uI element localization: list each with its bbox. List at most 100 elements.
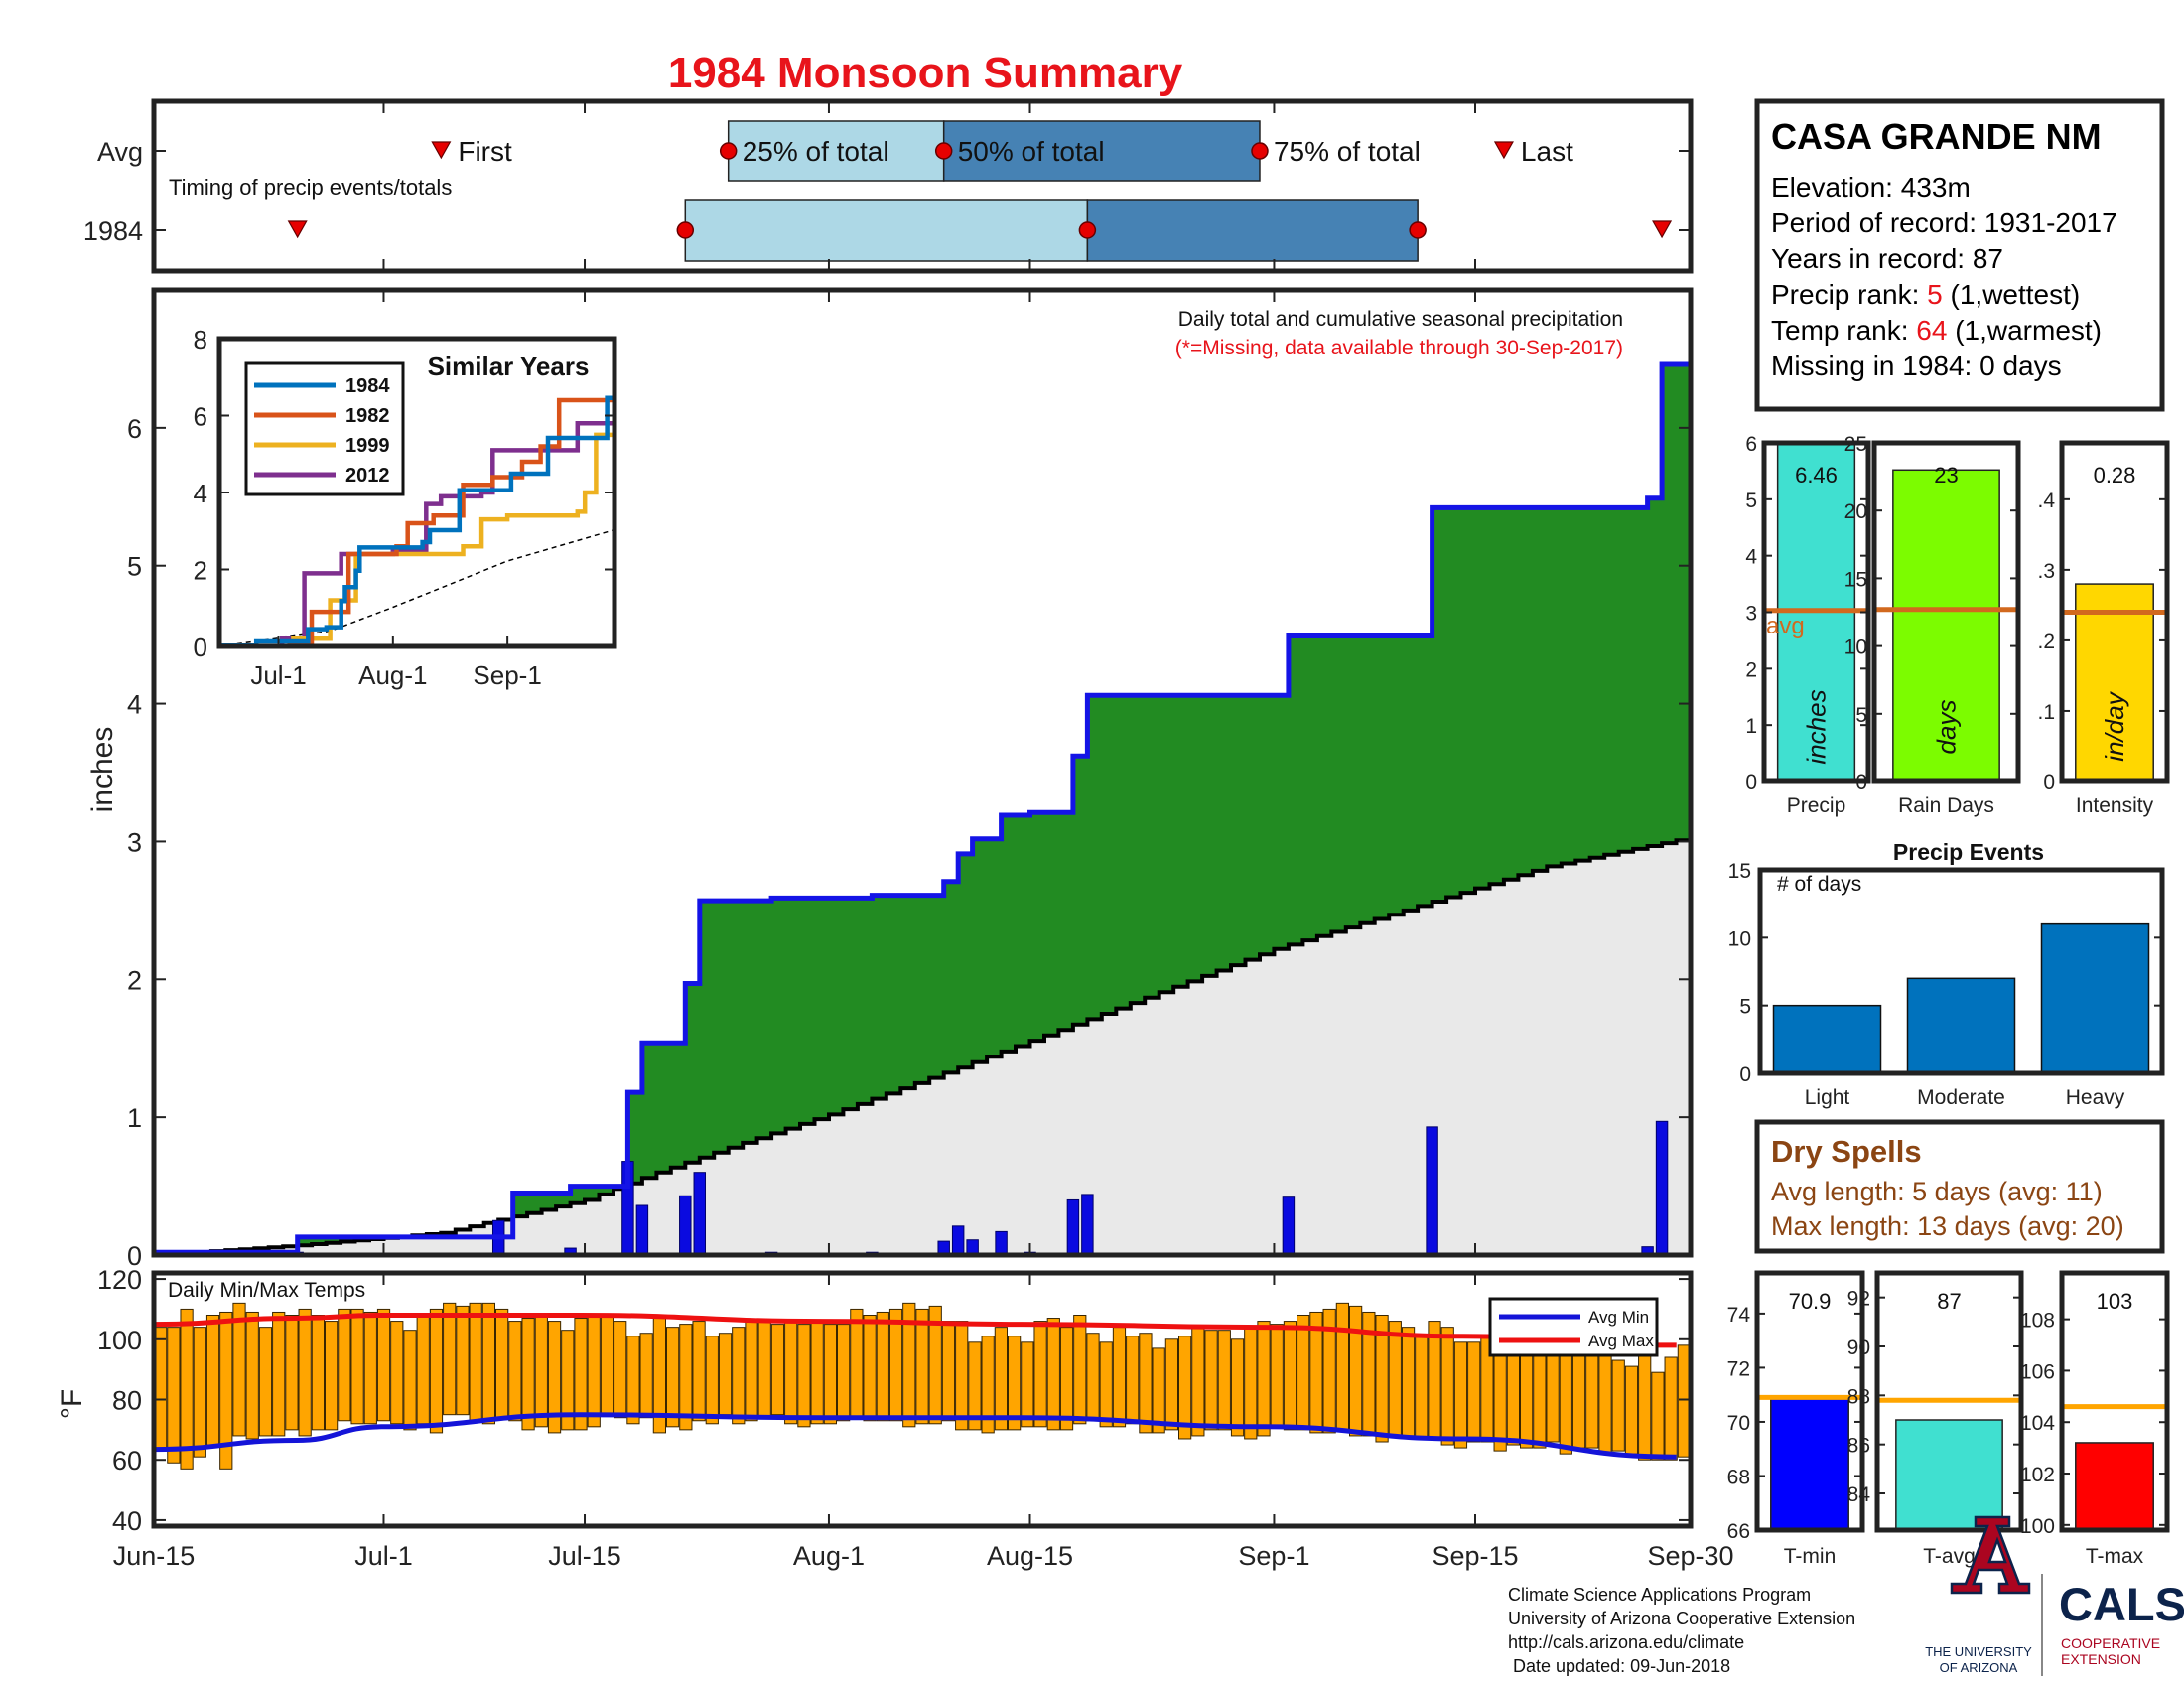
summary-y-tick-label: 20 <box>1844 500 1867 523</box>
daily-temp-bar <box>1257 1321 1271 1437</box>
x-tick-label: Jul-1 <box>354 1541 413 1571</box>
daily-precip-bar <box>679 1195 692 1256</box>
daily-temp-bar <box>1033 1321 1047 1428</box>
summary-y-tick-label: 68 <box>1727 1466 1750 1488</box>
station-info-value: 5 <box>1927 279 1943 310</box>
summary-y-tick-label: 108 <box>2020 1310 2055 1333</box>
events-y-tick-label: 5 <box>1739 996 1751 1019</box>
daily-temp-bar <box>167 1327 181 1464</box>
dry-spells-title: Dry Spells <box>1771 1134 1922 1169</box>
summary-y-tick-label: 3 <box>1745 603 1757 626</box>
daily-precip-bar <box>1066 1198 1080 1256</box>
daily-temp-bar <box>888 1308 903 1422</box>
station-frame <box>1754 98 2165 412</box>
station-info-line: Temp rank: 64 (1,warmest) <box>1771 315 2102 346</box>
daily-temp-bar <box>1571 1344 1586 1449</box>
precip-events-panel: Precip Events Light Moderate Heavy 0 5 10 15 #… <box>1728 839 2165 1109</box>
summary-avg-label: avg <box>1766 613 1805 639</box>
daily-temp-bar <box>1046 1318 1060 1431</box>
station-info-label: Precip rank: <box>1771 279 1927 310</box>
daily-temp-bar <box>1126 1336 1140 1425</box>
daily-temp-bar <box>1152 1347 1165 1434</box>
temps-title: Daily Min/Max Temps <box>168 1279 365 1302</box>
summary-y-tick-label: 84 <box>1847 1483 1871 1506</box>
footer-line: Date updated: 09-Jun-2018 <box>1508 1656 1730 1676</box>
daily-temp-bar <box>547 1321 562 1434</box>
x-tick-label: Aug-1 <box>793 1541 865 1571</box>
events-y-tick-label: 0 <box>1739 1063 1751 1086</box>
station-info-label: Elevation: <box>1771 172 1901 203</box>
station-info-label: Temp rank: <box>1771 315 1916 346</box>
timing-percentile-marker <box>719 142 738 160</box>
timing-percentile-marker <box>676 221 695 239</box>
timing-frame <box>151 98 1694 274</box>
summary-panel-frame <box>1874 1270 2024 1533</box>
daily-temp-bar <box>469 1302 482 1422</box>
temps-legend: Avg Min Avg Max <box>1488 1297 1659 1357</box>
station-info-value: 433m <box>1901 172 1971 203</box>
inset-series-line <box>219 395 614 648</box>
daily-temp-bar <box>1349 1305 1363 1437</box>
daily-temp-bar <box>902 1302 916 1428</box>
timing-box-25-50 <box>727 120 945 182</box>
daily-temp-bar <box>1283 1321 1297 1431</box>
daily-temp-bar <box>1611 1359 1625 1452</box>
main-y-tick-label: 4 <box>127 690 142 720</box>
daily-temp-bar <box>232 1302 246 1437</box>
summary-y-tick-label: 15 <box>1844 568 1867 591</box>
avg-max-temp-line <box>153 1313 1677 1348</box>
daily-temp-bar <box>915 1308 929 1425</box>
daily-temp-bar <box>928 1305 942 1425</box>
main-chart-note: (*=Missing, data available through 30-Se… <box>1175 337 1623 359</box>
daily-temp-bar <box>876 1311 889 1422</box>
temps-y-tick-label: 100 <box>97 1326 142 1355</box>
daily-precip-bar <box>1426 1126 1438 1256</box>
daily-temp-bar <box>1230 1338 1245 1437</box>
inset-x-tick-label: Sep-1 <box>473 660 541 690</box>
summary-panel-frame <box>2059 1270 2170 1533</box>
summary-unit-label: inches <box>1802 689 1832 764</box>
daily-temp-bar <box>770 1324 785 1416</box>
summary-y-tick-label: 5 <box>1745 490 1757 512</box>
summary-y-tick-label: 4 <box>1745 546 1757 569</box>
main-y-tick-label: 1 <box>127 1103 142 1133</box>
daily-temp-bar <box>837 1324 851 1422</box>
station-info-line: Precip rank: 5 (1,wettest) <box>1771 279 2080 310</box>
daily-temp-bar <box>1598 1350 1612 1455</box>
legend-avg-min-label: Avg Min <box>1588 1308 1649 1327</box>
daily-temp-bar <box>1073 1315 1087 1425</box>
cals-logo-text: CALS <box>2059 1578 2184 1630</box>
arizona-a-icon <box>1950 1515 2031 1595</box>
daily-temp-bar <box>1624 1365 1639 1455</box>
timing-p25-label: 25% of total <box>743 136 889 167</box>
daily-temp-bar <box>1204 1330 1218 1431</box>
summary-panel-frame <box>1761 440 1871 784</box>
summary-y-tick-label: 72 <box>1727 1357 1750 1380</box>
summary-y-tick-label: 86 <box>1847 1435 1870 1458</box>
summary-bar <box>2075 583 2154 782</box>
inset-frame <box>216 336 617 649</box>
dry-spells-box: Dry Spells Avg length: 5 days (avg: 11) … <box>1754 1119 2165 1254</box>
daily-precip-bar <box>951 1225 965 1256</box>
daily-temp-bar <box>219 1311 233 1470</box>
daily-temp-bar <box>363 1311 377 1425</box>
daily-temp-bar <box>1585 1341 1599 1449</box>
daily-temp-bar <box>390 1321 404 1425</box>
events-title: Precip Events <box>1893 839 2044 865</box>
summary-value-label: 103 <box>2097 1289 2133 1314</box>
timing-panel: Avg 1984 Timing of precip events/totals … <box>83 98 1694 274</box>
cumulative-precip-panel: 0 1 2 3 4 5 6 Daily total and cumulative seaso… <box>86 287 1694 1271</box>
daily-temp-bar <box>1440 1327 1454 1446</box>
cals-sub2: EXTENSION <box>2061 1651 2141 1667</box>
summary-y-tick-label: 88 <box>1847 1385 1870 1408</box>
daily-temp-bar <box>679 1324 693 1431</box>
main-y-axis-label: inches <box>86 727 119 813</box>
daily-temp-bar <box>376 1308 391 1422</box>
summary-y-tick-label: 25 <box>1844 433 1867 456</box>
daily-temp-bar <box>1021 1341 1034 1428</box>
daily-precip-bar <box>1655 1120 1669 1256</box>
daily-temp-bar <box>1164 1338 1179 1431</box>
daily-temp-bar <box>1008 1336 1022 1431</box>
daily-temp-bar <box>1217 1330 1231 1431</box>
